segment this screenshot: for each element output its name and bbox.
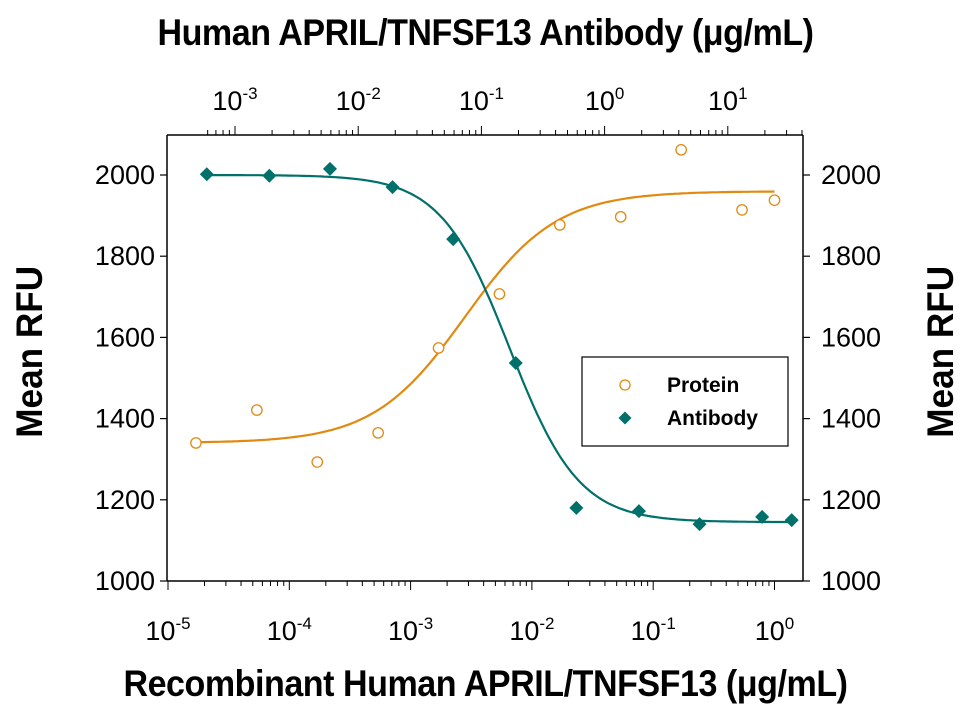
y-tick-label-left: 1200 <box>95 485 155 515</box>
top-axis-title: Human APRIL/TNFSF13 Antibody (μg/mL) <box>157 12 814 53</box>
axes: 1000 1000 1200 1200 1400 1400 1600 1600 1800 1800… <box>95 84 881 646</box>
protein-data-point <box>372 426 384 439</box>
legend-antibody-marker-icon <box>618 411 632 425</box>
x-bottom-tick-label: 10-4 <box>267 614 312 646</box>
y-tick-label-right: 1000 <box>821 566 881 596</box>
x-bottom-tick-label: 10-3 <box>388 614 433 646</box>
protein-data-point <box>432 342 445 354</box>
antibody-data-point <box>199 167 214 182</box>
y-tick-label-left: 1600 <box>95 322 155 352</box>
protein-data-point <box>675 143 688 156</box>
antibody-data-point <box>446 232 461 247</box>
antibody-data-point <box>692 517 707 532</box>
antibody-data-point <box>784 513 799 528</box>
x-top-tick-label: 100 <box>585 84 625 116</box>
protein-data-point <box>190 437 202 449</box>
y-tick-label-left: 1800 <box>95 241 155 271</box>
protein-data-point <box>554 219 566 231</box>
legend-protein-marker-icon <box>619 379 631 391</box>
x-bottom-tick-label: 10-1 <box>631 614 676 646</box>
legend-box <box>581 356 789 447</box>
y-tick-label-right: 1400 <box>821 404 881 434</box>
y-tick-label-right: 1800 <box>821 241 881 271</box>
antibody-data-point <box>385 180 400 195</box>
antibody-data-point <box>508 355 523 370</box>
legend: Protein Antibody <box>581 356 789 447</box>
protein-data-point <box>768 194 781 207</box>
fit-curves <box>195 174 792 524</box>
protein-data-point <box>736 204 748 216</box>
protein-data-point <box>614 210 627 223</box>
data-points <box>190 143 799 532</box>
legend-label: Protein <box>667 374 739 397</box>
y-tick-label-right: 1200 <box>821 485 881 515</box>
protein-data-point <box>311 456 324 468</box>
x-bottom-tick-label: 100 <box>755 614 795 646</box>
antibody-data-point <box>755 509 770 524</box>
bottom-axis-title: Recombinant Human APRIL/TNFSF13 (μg/mL) <box>123 663 848 704</box>
x-top-tick-label: 10-1 <box>459 84 504 116</box>
y-tick-label-right: 1600 <box>821 322 881 352</box>
y-tick-label-left: 1400 <box>95 404 155 434</box>
x-top-tick-label: 10-3 <box>212 84 257 116</box>
y-tick-label-left: 1000 <box>95 566 155 596</box>
antibody-data-point <box>322 161 337 176</box>
protein-data-point <box>250 404 263 416</box>
y-tick-label-left: 2000 <box>95 160 155 190</box>
antibody-fit-curve <box>206 174 792 524</box>
x-bottom-tick-label: 10-5 <box>145 614 190 646</box>
antibody-data-point <box>262 168 277 183</box>
antibody-data-point <box>569 500 584 515</box>
x-bottom-tick-label: 10-2 <box>509 614 554 646</box>
x-top-tick-label: 101 <box>708 84 748 116</box>
y-tick-label-right: 2000 <box>821 160 881 190</box>
protein-data-point <box>493 288 506 300</box>
x-top-tick-label: 10-2 <box>336 84 381 116</box>
legend-label: Antibody <box>667 407 758 430</box>
antibody-data-point <box>631 504 646 519</box>
